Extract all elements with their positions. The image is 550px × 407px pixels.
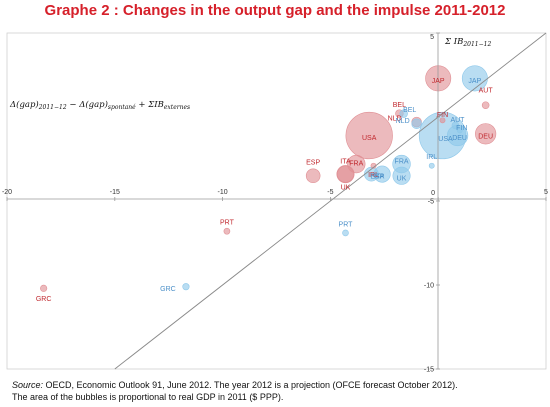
bubble-label: AUT [479,88,494,95]
bubble-label: FIN [456,125,467,132]
bubble-aut [451,121,460,130]
x-tick-label: -20 [2,189,12,196]
bubble-label: DEU [478,133,493,140]
bubble-label: NLD [396,118,410,125]
bubble-grc [40,284,48,292]
bubble-label: ITA [374,174,385,181]
bubble-label: USA [438,136,453,143]
bubble-uk [392,166,411,185]
bubble-label: IRL [368,172,379,179]
bubble-irl [428,162,435,169]
bubble-label: ESP [306,159,320,166]
x-tick-label: -10 [218,189,228,196]
bubble-label: NLD [388,116,402,123]
x-tick-label: 5 [544,189,548,196]
y-tick-label: -5 [428,199,434,206]
bubble-label: USA [362,135,377,142]
source-note-line2: The area of the bubbles is proportional … [12,392,284,402]
bubble-label: ESP [370,174,384,181]
axes: -20 -15 -10 -5 5 5 -5 -10 -15 0 [2,32,548,374]
source-label: Source: [12,380,44,390]
bubble-label: GRC [36,296,52,303]
bubble-ita [337,165,354,183]
bubble-bel [399,109,408,118]
bubble-label: FRA [349,161,363,168]
bubble-label: GRC [160,286,176,293]
bubble-label: BEL [393,102,406,109]
bubble-usa [345,111,393,160]
bubble-deu [475,123,497,145]
y-tick-label: -15 [424,367,434,374]
bubble-label: PRT [339,221,354,228]
axis-formulas: Δ(gap)2011−12 − Δ(gap)spontané + ΣIBexte… [9,37,491,111]
y-tick-label: 5 [430,34,434,41]
bubble-grc [182,283,190,291]
source-text: OECD, Economic Outlook 91, June 2012. Th… [43,380,458,390]
bubble-prt [223,227,231,235]
bubble-label: BEL [403,107,416,114]
x-tick-label: -5 [327,189,333,196]
bubble-fin [439,117,446,124]
bubble-label: JAP [432,78,445,85]
bubble-label: IRL [426,154,437,161]
bubble-label: UK [341,185,351,192]
bubble-prt [342,229,349,237]
bubble-label: DEU [452,135,467,142]
bubble-label: FIN [437,112,448,119]
origin-label: 0 [431,190,435,197]
bubble-label: ITA [340,159,351,166]
chart-title: Graphe 2 : Changes in the output gap and… [44,2,506,19]
bubble-label: FRA [395,159,409,166]
xlabel-formula: Δ(gap)2011−12 − Δ(gap)spontané + ΣIBexte… [9,99,190,111]
bubble-nld [411,118,422,129]
bubble-aut [481,101,490,110]
x-tick-label: -15 [110,189,120,196]
bubble-esp [305,168,321,184]
bubbles [40,65,497,292]
bubble-label: UK [397,175,407,182]
bubble-label: JAP [468,78,481,85]
y-tick-label: -10 [424,283,434,290]
bubble-label: AUT [450,117,465,124]
bubble-label: PRT [220,220,235,227]
source-note: Source: OECD, Economic Outlook 91, June … [12,379,458,403]
bubble-fin [456,127,463,134]
ylabel-formula: Σ IB2011−12 [444,37,491,48]
